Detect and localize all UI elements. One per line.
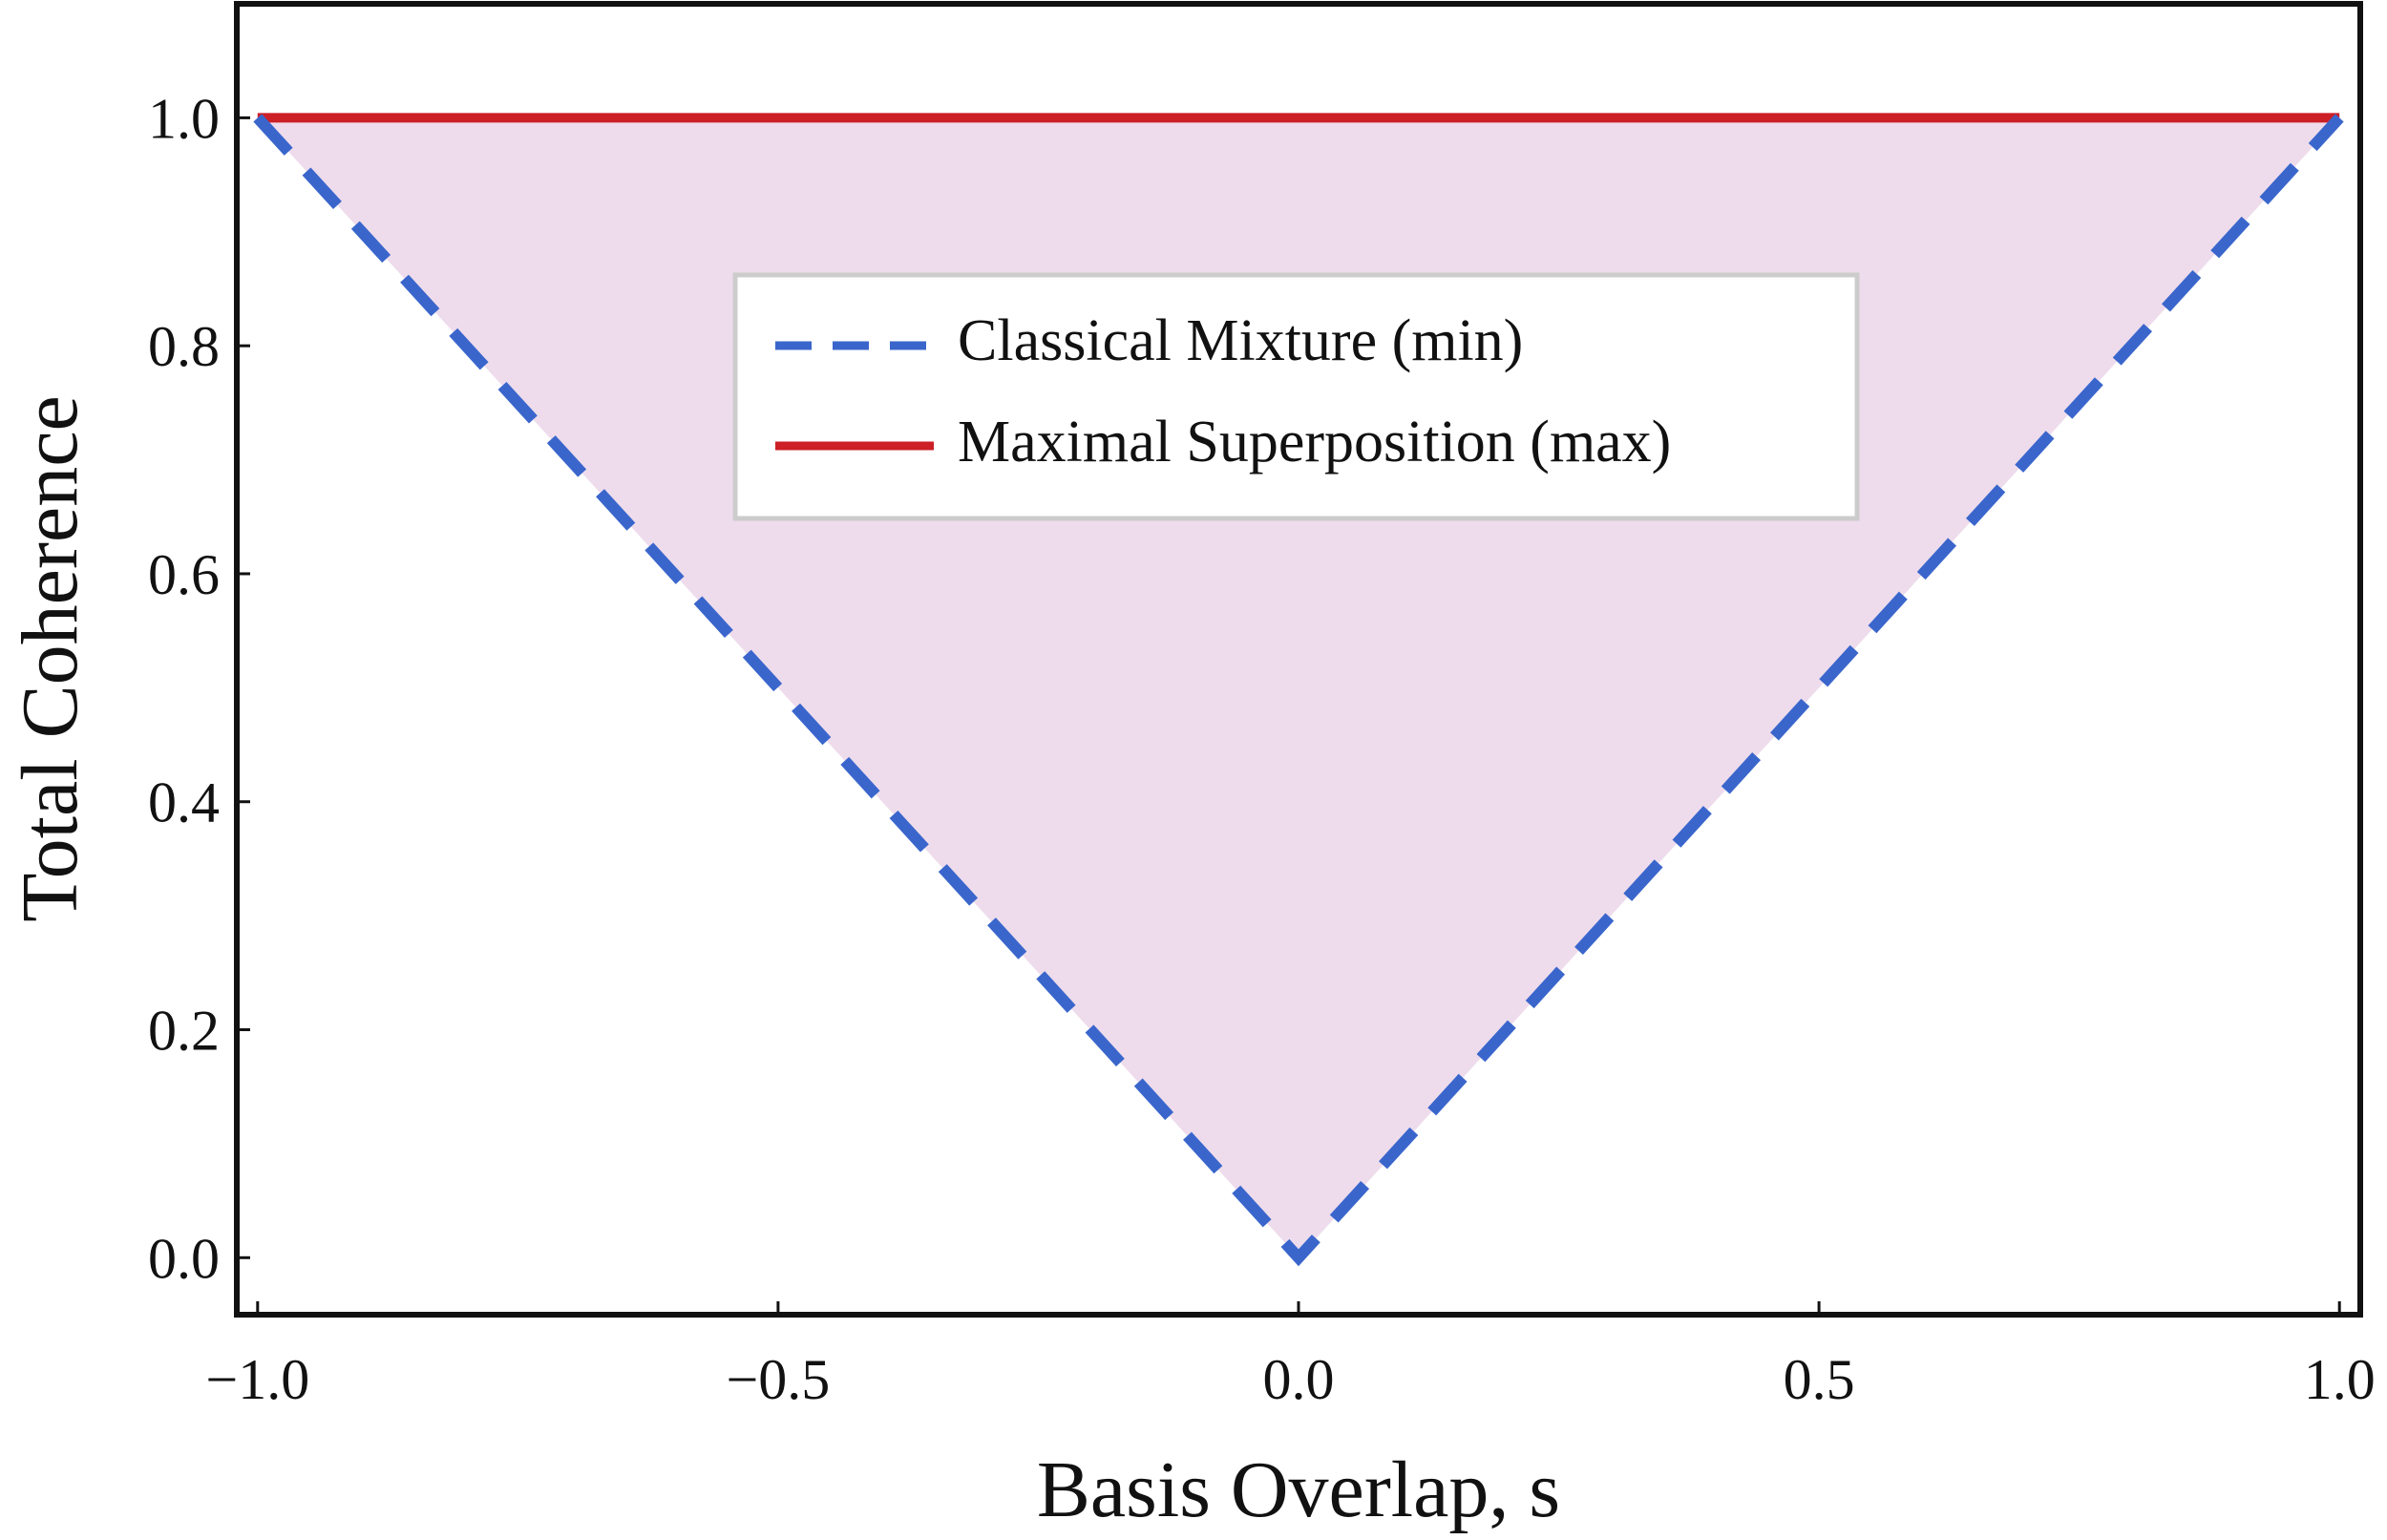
series-line-classical-mixture	[253, 114, 2344, 1267]
x-tick-label: 0.0	[1263, 1348, 1335, 1411]
x-tick-label: −1.0	[205, 1348, 309, 1411]
legend-label-classical-mixture: Classical Mixture (min)	[958, 308, 1523, 373]
y-axis: 0.0 0.2 0.4 0.6 0.8 1.0	[148, 87, 250, 1290]
y-tick-label: 0.6	[148, 543, 220, 606]
y-tick-label: 0.0	[148, 1227, 220, 1290]
y-tick-label: 0.8	[148, 315, 220, 378]
legend-box	[732, 272, 1860, 521]
x-tick-label: 0.5	[1784, 1348, 1855, 1411]
x-axis-label: Basis Overlap, s	[1037, 1445, 1560, 1534]
y-axis-label: Total Coherence	[6, 395, 95, 922]
x-tick-label: 1.0	[2304, 1348, 2376, 1411]
y-tick-label: 0.4	[148, 771, 220, 834]
x-axis: −1.0 −0.5 0.0 0.5 1.0	[205, 1301, 2376, 1411]
legend-label-maximal-superposition: Maximal Superposition (max)	[958, 410, 1671, 475]
legend: Classical Mixture (min) Maximal Superpos…	[732, 272, 1860, 521]
y-tick-label: 1.0	[148, 87, 220, 150]
x-tick-label: −0.5	[726, 1348, 830, 1411]
y-tick-label: 0.2	[148, 1000, 220, 1063]
